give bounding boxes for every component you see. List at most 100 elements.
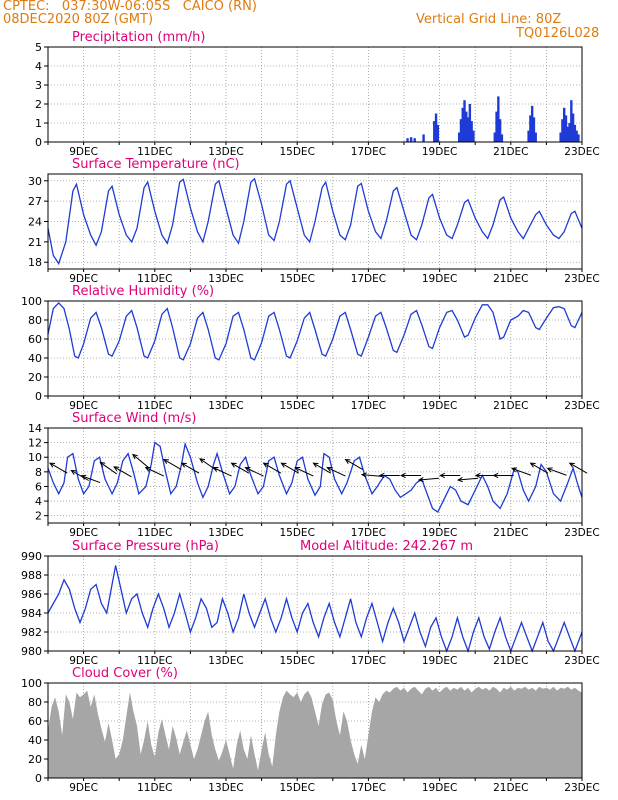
panel-title: Surface Temperature (nC) xyxy=(72,157,240,172)
x-tick-label: 19DEC xyxy=(422,655,457,667)
wind-arrow-head xyxy=(199,458,206,464)
series-line xyxy=(47,441,583,513)
y-tick-label: 40 xyxy=(28,734,42,747)
wind-arrow-head xyxy=(244,467,251,472)
x-tick-label: 15DEC xyxy=(279,273,314,285)
precip-bar xyxy=(573,124,577,142)
precip-bar xyxy=(566,126,569,142)
precip-bar xyxy=(470,121,473,142)
panel-1: 0 1 2 3 4 5 9DEC 11DEC 13DEC 15DEC 17DEC 19DEC 21DEC… xyxy=(35,30,600,158)
panel-frame xyxy=(47,427,583,524)
station-header: CPTEC: 037:30W-06:05S CAICO (RN) xyxy=(3,0,257,14)
y-tick-label: 12 xyxy=(28,437,42,450)
x-tick-label: 11DEC xyxy=(137,527,172,539)
x-tick-label: 9DEC xyxy=(69,146,98,158)
wind-arrow xyxy=(458,477,479,481)
wind-arrow-head xyxy=(399,472,406,479)
wind-arrow-head xyxy=(312,462,319,468)
precip-bar xyxy=(575,130,578,142)
y-tick-label: 100 xyxy=(21,295,42,308)
precip-bar xyxy=(500,134,504,142)
x-tick-label: 15DEC xyxy=(279,655,314,667)
y-tick-label: 986 xyxy=(21,588,42,601)
wind-arrow xyxy=(530,462,549,474)
y-tick-label: 27 xyxy=(28,195,42,208)
y-tick-label: 984 xyxy=(21,607,42,620)
precip-bar xyxy=(559,132,562,142)
y-tick-label: 10 xyxy=(28,451,42,464)
wind-arrow-head xyxy=(456,477,463,483)
precip-bar xyxy=(422,134,425,142)
precip-bar xyxy=(564,115,568,142)
y-tick-label: 0 xyxy=(35,772,42,785)
precip-bar xyxy=(534,132,537,142)
x-tick-label: 23DEC xyxy=(564,655,599,667)
x-tick-label: 17DEC xyxy=(351,655,386,667)
x-tick-label: 13DEC xyxy=(208,527,243,539)
precip-bar xyxy=(433,121,436,142)
x-tick-label: 23DEC xyxy=(564,400,599,412)
y-tick-label: 20 xyxy=(28,753,42,766)
wind-arrow xyxy=(163,459,182,470)
precip-bar xyxy=(532,117,536,142)
y-tick-label: 30 xyxy=(28,175,42,188)
precip-bar xyxy=(436,124,440,142)
y-tick-label: 4 xyxy=(35,495,42,508)
y-tick-label: 80 xyxy=(28,696,42,709)
x-tick-label: 21DEC xyxy=(493,146,528,158)
panel-3: 0 20 40 60 80 100 9DEC 11DEC 13DEC 15DEC 17DEC 19DE… xyxy=(21,284,600,412)
y-tick-label: 0 xyxy=(35,390,42,403)
wind-arrow-head xyxy=(360,472,367,478)
wind-arrow xyxy=(81,475,101,484)
precip-bar xyxy=(406,138,409,142)
panel-frame xyxy=(47,682,583,779)
precip-bar xyxy=(463,100,466,142)
precip-bar xyxy=(495,111,498,142)
x-tick-label: 9DEC xyxy=(69,782,98,794)
x-tick-label: 19DEC xyxy=(422,400,457,412)
run-datetime: 08DEC2020 80Z (GMT) xyxy=(3,12,154,27)
x-tick-label: 9DEC xyxy=(69,273,98,285)
y-tick-label: 60 xyxy=(28,715,42,728)
wind-arrow-head xyxy=(162,458,169,464)
panel-frame xyxy=(47,555,583,652)
y-tick-label: 982 xyxy=(21,626,42,639)
wind-arrow-head xyxy=(70,469,77,475)
x-tick-label: 21DEC xyxy=(493,527,528,539)
y-tick-label: 40 xyxy=(28,352,42,365)
wind-arrow-head xyxy=(212,467,219,472)
wind-arrow xyxy=(100,462,117,475)
y-tick-label: 5 xyxy=(35,41,42,54)
x-tick-label: 11DEC xyxy=(137,273,172,285)
precip-bar xyxy=(466,117,470,142)
precip-bar xyxy=(571,113,575,142)
y-tick-label: 24 xyxy=(28,216,42,229)
precip-bar xyxy=(570,100,573,142)
precip-bar xyxy=(530,105,534,142)
panel-2: 18 21 24 27 30 9DEC 11DEC 13DEC 15DEC 17DEC 19DEC 2… xyxy=(28,157,600,285)
x-tick-label: 13DEC xyxy=(208,782,243,794)
y-tick-label: 14 xyxy=(28,422,42,435)
x-tick-label: 21DEC xyxy=(493,400,528,412)
panel-5: 980 982 984 986 988 990 9DEC 11DEC 13DEC 15DEC 17D… xyxy=(21,539,600,667)
x-tick-label: 21DEC xyxy=(493,655,528,667)
x-tick-label: 11DEC xyxy=(137,655,172,667)
wind-arrow-head xyxy=(230,462,237,468)
wind-arrow xyxy=(281,462,299,474)
wind-arrow xyxy=(231,462,250,474)
panel-title: Relative Humidity (%) xyxy=(72,284,214,299)
precip-bar xyxy=(461,107,464,142)
x-tick-label: 9DEC xyxy=(69,400,98,412)
wind-arrow-head xyxy=(144,467,151,472)
wind-arrow xyxy=(313,462,332,474)
wind-arrow xyxy=(113,466,132,478)
wind-arrow-head xyxy=(80,474,87,480)
wind-arrow xyxy=(361,474,382,477)
x-tick-label: 17DEC xyxy=(351,782,386,794)
precip-bar xyxy=(413,138,416,142)
y-tick-label: 2 xyxy=(35,98,42,111)
x-tick-label: 13DEC xyxy=(208,655,243,667)
x-tick-label: 15DEC xyxy=(279,400,314,412)
wind-arrow-head xyxy=(132,453,138,460)
wind-arrow xyxy=(181,462,200,474)
